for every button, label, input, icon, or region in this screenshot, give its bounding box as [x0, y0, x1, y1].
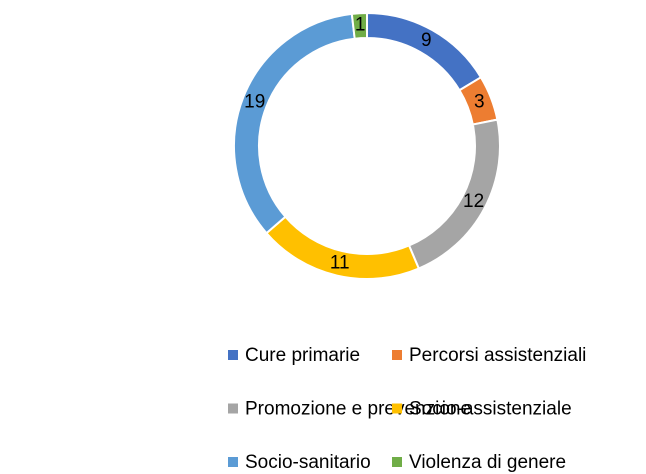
legend-label: Socio-assistenziale — [409, 399, 572, 420]
data-label: 9 — [421, 30, 432, 51]
donut-segment — [366, 11, 483, 92]
data-label: 3 — [474, 91, 485, 112]
donut-segment — [407, 118, 501, 270]
legend-swatch — [392, 457, 402, 467]
donut-segment — [350, 11, 368, 40]
data-label: 19 — [244, 91, 265, 112]
legend-label: Socio-sanitario — [245, 452, 371, 473]
legend-swatch — [228, 350, 238, 360]
legend-label: Cure primarie — [245, 345, 360, 366]
data-label: 1 — [355, 15, 366, 36]
data-label: 11 — [330, 252, 350, 273]
legend-swatch — [228, 457, 238, 467]
legend-label: Promozione e prevenzione — [245, 399, 471, 420]
legend-label: Percorsi assistenziali — [409, 345, 586, 366]
legend-swatch — [392, 350, 402, 360]
legend-swatch — [392, 403, 402, 414]
legend-label: Violenza di genere — [409, 452, 566, 473]
data-label: 12 — [463, 191, 484, 212]
donut-segment — [233, 12, 356, 235]
legend-swatch — [228, 403, 238, 414]
